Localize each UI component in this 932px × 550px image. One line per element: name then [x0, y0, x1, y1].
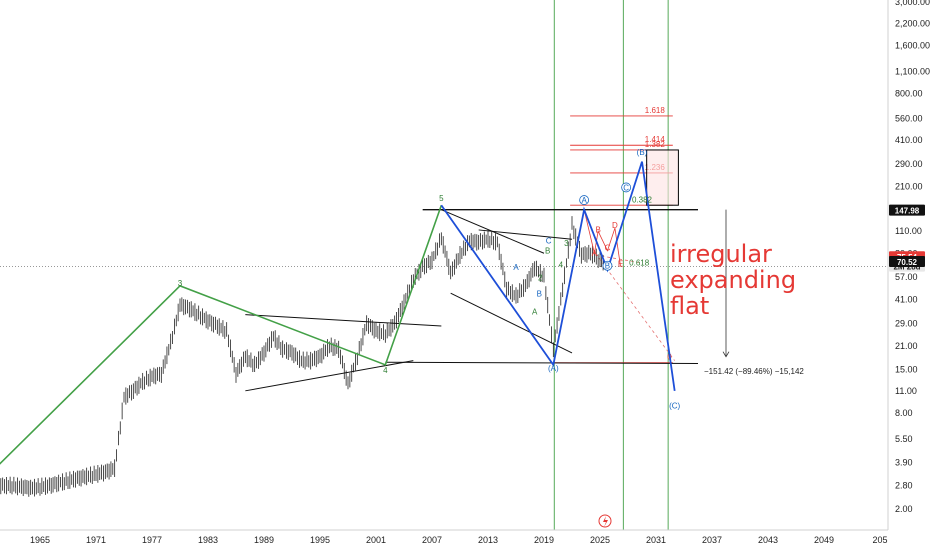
wave-label: B: [545, 246, 550, 255]
y-tick-label: 110.00: [895, 226, 922, 236]
y-tick-label: 560.00: [895, 113, 923, 123]
wave-label: C: [605, 244, 611, 253]
price-tag-label: 2M 28d: [893, 263, 920, 272]
y-tick-label: 410.00: [895, 135, 923, 145]
impulse-wave-path: [0, 204, 443, 465]
wave-label-circle: [621, 182, 632, 193]
y-tick-label: 1,600.00: [895, 41, 930, 51]
y-tick-label: 3,000.00: [895, 0, 930, 7]
support-line: [385, 361, 699, 365]
wave-label: C: [546, 237, 552, 246]
price-tag-box: [889, 204, 925, 216]
y-tick-label: 5.50: [895, 434, 913, 444]
subwave-path: [583, 209, 621, 267]
wave-label: 5: [439, 194, 444, 203]
note-line: expanding: [670, 266, 796, 294]
y-tick-label: 2,200.00: [895, 19, 930, 29]
note-line: flat: [670, 292, 709, 320]
y-tick-label: 210.00: [895, 181, 923, 191]
wave-label: A: [532, 308, 538, 317]
wave-label: (B): [637, 148, 648, 157]
y-tick-label: 41.00: [895, 295, 918, 305]
x-tick-label: 2049: [814, 535, 834, 545]
measure-readout: −151.42 (−89.46%) −15,142: [704, 367, 804, 376]
target-zone-box: [646, 149, 679, 206]
fib-level-label: 1.414: [645, 135, 666, 144]
channel-lower-line: [450, 292, 573, 354]
wave-label: B: [537, 289, 542, 298]
wave-label: A: [581, 196, 587, 205]
y-tick-label: 11.00: [895, 386, 917, 396]
x-tick-label: 2037: [702, 535, 722, 545]
price-tag-label: 70.52: [897, 258, 918, 267]
wave-label: C: [623, 183, 629, 192]
fib-level-label: 1.382: [645, 140, 666, 149]
lightning-icon-glyph: [603, 516, 608, 527]
wave-layer: [0, 161, 676, 465]
x-tick-label: 1971: [86, 535, 106, 545]
triangle-upper-line: [245, 314, 442, 327]
x-tick-label: 2031: [646, 535, 666, 545]
x-tick-label: 1965: [30, 535, 50, 545]
channel-mid-line: [478, 229, 573, 240]
measure-arrow-head: [722, 351, 730, 358]
wave-label: 4: [383, 366, 388, 375]
wave-label: 3: [178, 279, 183, 288]
grid-layer: [0, 0, 888, 530]
wave-label: 2: [538, 274, 543, 283]
wave-label: B: [595, 225, 600, 234]
wave-label: 4: [559, 261, 564, 270]
y-tick-label: 8.00: [895, 408, 913, 418]
y-tick-label: 290.00: [895, 159, 923, 169]
wave-label: A: [513, 263, 519, 272]
corrective-wave-path: [440, 161, 676, 391]
y-tick-label: 1,100.00: [895, 67, 930, 77]
wave-label: A: [592, 249, 598, 258]
projection-dash-line: [595, 253, 675, 361]
lightning-icon[interactable]: [598, 514, 612, 528]
history-layer: [0, 216, 604, 497]
y-tick-label: 3.90: [895, 458, 913, 468]
wave-label: 0.382: [632, 196, 653, 205]
y-tick-label: 15.00: [895, 364, 918, 374]
wave-label-circle: [602, 260, 613, 271]
x-tick-label: 2007: [422, 535, 442, 545]
wave-label: (C): [669, 402, 680, 411]
y-tick-label: 2.00: [895, 504, 913, 514]
wave-label: (A): [548, 364, 559, 373]
x-tick-label: 2001: [366, 535, 386, 545]
lightning-icon-ring: [598, 514, 612, 528]
x-tick-label: 2013: [478, 535, 498, 545]
x-tick-label: 1977: [142, 535, 162, 545]
fib-level-label: 1.618: [645, 106, 666, 115]
x-tick-label: 205: [872, 535, 887, 545]
y-tick-label: 29.00: [895, 319, 918, 329]
wave-label: D: [612, 221, 618, 230]
x-tick-label: 1989: [254, 535, 274, 545]
x-tick-label: 2019: [534, 535, 554, 545]
x-tick-label: 1983: [198, 535, 218, 545]
x-tick-label: 1995: [310, 535, 330, 545]
y-tick-label: 2.80: [895, 481, 913, 491]
wave-label: 3: [564, 239, 569, 248]
y-tick-label: 800.00: [895, 89, 923, 99]
x-tick-label: 2043: [758, 535, 778, 545]
wave-label: E: [618, 260, 623, 269]
price-tag-label: 147.98: [895, 207, 920, 216]
x-tick-label: 2025: [590, 535, 610, 545]
irregular-expanding-flat-note: irregular expanding flat: [670, 240, 796, 320]
y-tick-label: 57.00: [895, 272, 918, 282]
wave-label-circle: [579, 195, 590, 205]
wave-label: B: [605, 262, 610, 271]
wave-label: 0.618: [629, 259, 650, 268]
note-line: irregular: [670, 240, 772, 268]
y-tick-label: 21.00: [895, 341, 918, 351]
price-tag-box: [889, 256, 925, 268]
